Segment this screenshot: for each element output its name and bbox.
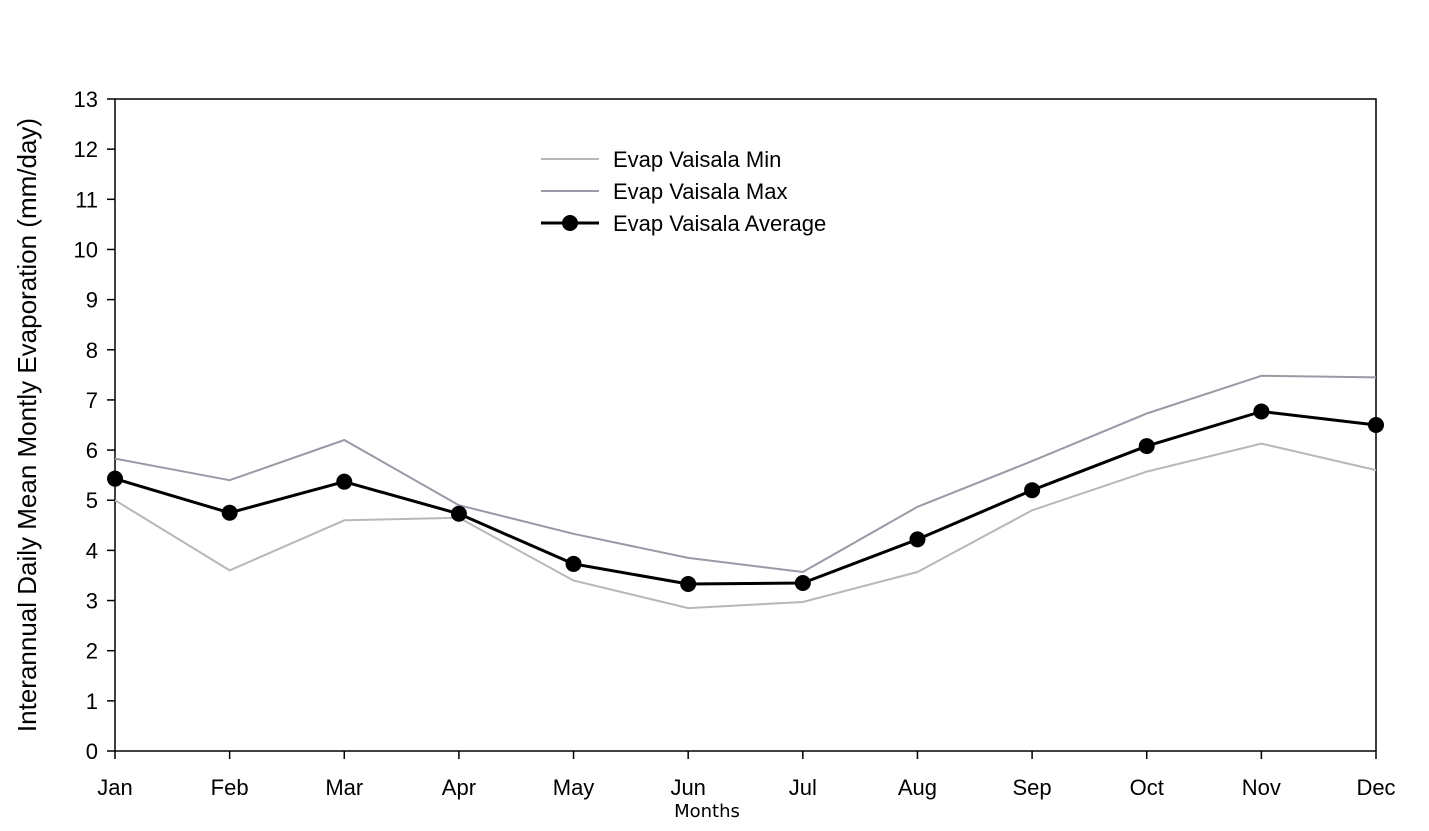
- y-tick-label: 3: [86, 589, 98, 614]
- data-point-evap-vaisala-average: [680, 575, 697, 592]
- data-point-evap-vaisala-average: [221, 504, 238, 521]
- x-tick-label: May: [553, 775, 595, 800]
- x-axis: Jan Feb Mar Apr May Jun Jul Aug Sep Oct Nov Dec: [97, 751, 1396, 800]
- data-point-evap-vaisala-average: [1138, 438, 1155, 455]
- y-tick-label: 10: [74, 237, 98, 262]
- series-line-evap-vaisala-average: [114, 410, 1377, 586]
- y-tick-label: 8: [86, 338, 98, 363]
- x-tick-label: Apr: [442, 775, 476, 800]
- y-tick-label: 6: [86, 438, 98, 463]
- x-tick-label: Feb: [211, 775, 249, 800]
- legend-label: Evap Vaisala Average: [613, 211, 826, 236]
- data-point-evap-vaisala-average: [1253, 403, 1270, 420]
- data-point-evap-vaisala-average: [336, 473, 353, 490]
- y-tick-label: 4: [86, 538, 98, 563]
- x-tick-label: Oct: [1130, 775, 1164, 800]
- y-tick-label: 9: [86, 288, 98, 313]
- y-tick-label: 11: [75, 187, 98, 212]
- x-tick-label: Nov: [1242, 775, 1281, 800]
- y-tick-label: 7: [86, 388, 98, 413]
- x-tick-label: Sep: [1013, 775, 1052, 800]
- data-point-evap-vaisala-average: [565, 555, 582, 572]
- x-tick-label: Aug: [898, 775, 937, 800]
- series-layer: [107, 374, 1384, 610]
- x-tick-label: Jan: [97, 775, 132, 800]
- x-axis-title: Months: [674, 801, 740, 822]
- data-point-evap-vaisala-average: [1024, 482, 1041, 499]
- x-tick-label: Jun: [670, 775, 705, 800]
- x-tick-label: Jul: [789, 775, 817, 800]
- y-tick-label: 5: [86, 488, 98, 513]
- data-point-evap-vaisala-average: [909, 531, 926, 548]
- y-tick-label: 13: [74, 87, 98, 112]
- y-tick-label: 12: [74, 137, 98, 162]
- data-point-evap-vaisala-average: [794, 574, 811, 591]
- x-tick-label: Dec: [1356, 775, 1395, 800]
- data-point-evap-vaisala-average: [1368, 417, 1384, 433]
- legend-label: Evap Vaisala Max: [613, 179, 787, 204]
- legend: Evap Vaisala Min Evap Vaisala Max Evap Vai…: [541, 147, 826, 236]
- series-line-evap-vaisala-min: [114, 442, 1377, 610]
- y-axis-title: Interannual Daily Mean Montly Evaporatio…: [12, 118, 42, 732]
- y-tick-label: 1: [86, 689, 98, 714]
- data-point-evap-vaisala-average: [450, 505, 467, 522]
- y-tick-label: 2: [86, 639, 98, 664]
- x-tick-label: Mar: [325, 775, 363, 800]
- series-line-evap-vaisala-max: [114, 374, 1377, 573]
- data-point-evap-vaisala-average: [107, 470, 123, 487]
- legend-label: Evap Vaisala Min: [613, 147, 781, 172]
- legend-marker: [562, 215, 578, 231]
- y-tick-label: 0: [86, 739, 98, 764]
